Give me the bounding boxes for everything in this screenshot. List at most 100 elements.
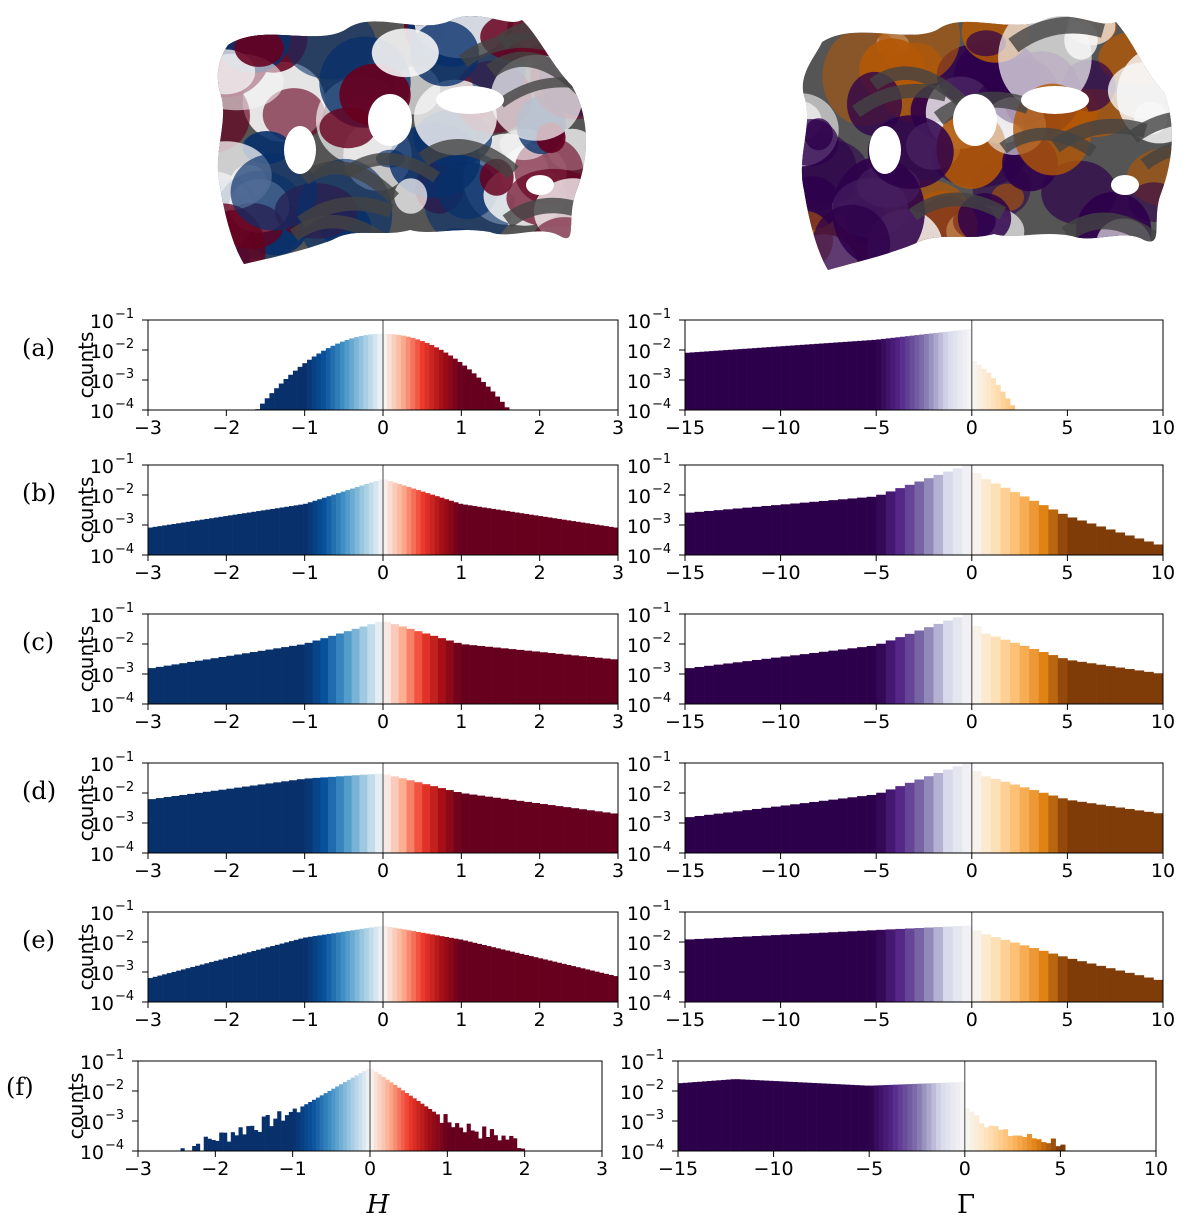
x-tick-label: 0 (377, 1009, 389, 1031)
histogram-bar (482, 1126, 487, 1151)
histogram-bar (732, 811, 743, 853)
histogram-bar (1029, 790, 1040, 853)
histogram-bar (995, 384, 1001, 410)
histogram-bar (538, 958, 544, 1002)
y-tick-label: 10 (627, 635, 651, 657)
y-tick-label: 10 (90, 605, 114, 627)
histogram-bar (1115, 970, 1126, 1002)
x-tick-label: 0 (377, 860, 389, 882)
histogram-bar (880, 338, 887, 410)
histogram-bar (398, 778, 407, 853)
histogram-bar (320, 638, 329, 704)
histogram-bar (210, 658, 219, 704)
histogram-bar (575, 521, 581, 555)
histogram-bar (988, 1125, 994, 1151)
histogram-bar (377, 1074, 382, 1151)
histogram-bar (524, 801, 533, 853)
histogram-bar (914, 630, 925, 704)
histogram-bar (771, 657, 781, 704)
histogram-bar (742, 507, 753, 555)
histogram-bar (811, 1082, 817, 1151)
histogram-bar (350, 488, 356, 555)
histogram-bar (304, 1104, 309, 1151)
histogram-bar (552, 961, 558, 1002)
histogram-bar (943, 620, 953, 704)
histogram-bar (799, 344, 805, 410)
histogram-bar (952, 330, 958, 410)
histogram-bar (1038, 652, 1049, 704)
histogram-bar (519, 953, 525, 1002)
y-tick-exponent: −1 (652, 452, 671, 467)
histogram-bar (199, 519, 205, 555)
histogram-bar (331, 933, 337, 1002)
mean-curvature-surface-render (217, 16, 587, 264)
histogram-bar (304, 642, 313, 704)
histogram-bar (358, 1073, 363, 1151)
histogram-bar (818, 932, 829, 1002)
histogram-bar (610, 813, 619, 853)
histogram-bar (761, 807, 772, 853)
histogram-bar (967, 329, 973, 410)
histogram-bar (524, 954, 529, 1002)
histogram-bar (952, 766, 963, 853)
y-tick-exponent: −2 (652, 337, 671, 352)
histogram-bar (461, 793, 470, 853)
histogram-bar (1067, 958, 1078, 1002)
histogram-bar (751, 659, 762, 704)
histogram-bar (952, 617, 963, 704)
histogram-bar (945, 1082, 951, 1151)
histogram-bar (857, 647, 867, 704)
x-tick-label: 2 (534, 417, 546, 439)
histogram-bar (807, 1082, 813, 1151)
histogram-bar (1096, 526, 1106, 555)
y-tick-exponent: −3 (652, 512, 671, 527)
histogram-bar (325, 348, 331, 410)
histogram-bar (368, 927, 374, 1002)
x-tick-label: 0 (959, 1158, 971, 1180)
histogram-bar (242, 653, 251, 704)
histogram-bar (837, 798, 848, 853)
histogram-bar (148, 527, 153, 555)
histogram-bar (1057, 956, 1068, 1002)
histogram-bar (960, 1081, 966, 1151)
histogram-bar (1124, 808, 1135, 853)
histogram-bar (704, 665, 714, 704)
histogram-bar (828, 500, 839, 555)
histogram-bar (477, 645, 486, 704)
histogram-bar (580, 522, 586, 555)
histogram-bar (500, 510, 506, 555)
histogram-bar (1096, 804, 1106, 853)
histogram-bar (933, 927, 944, 1002)
histogram-bar (434, 935, 440, 1002)
x-tick-label: −2 (212, 1009, 240, 1031)
histogram-bar (950, 1082, 956, 1151)
histogram-bar (888, 1084, 894, 1151)
histogram-bar (196, 1143, 201, 1151)
y-tick-exponent: −1 (115, 452, 134, 467)
histogram-bar (578, 809, 587, 853)
histogram-bar (237, 513, 243, 555)
y-tick-label: 10 (627, 401, 651, 423)
histogram-bar (308, 1102, 313, 1151)
x-tick-label: −2 (212, 860, 240, 882)
histogram-bar (866, 496, 877, 555)
histogram-bar (343, 631, 352, 704)
histogram-bar (406, 487, 412, 555)
histogram-bar (1000, 391, 1006, 410)
histogram-bar (462, 1132, 467, 1151)
histogram-bar (837, 499, 848, 555)
histogram-bar (571, 808, 580, 853)
y-tick-label: 10 (90, 311, 114, 333)
histogram-bar (458, 503, 464, 555)
histogram-bar (401, 485, 407, 555)
x-tick-label: −2 (212, 711, 240, 733)
histogram-bar (406, 780, 415, 853)
y-tick-label: 10 (90, 963, 114, 985)
histogram-bar (740, 1079, 746, 1151)
histogram-bar (751, 348, 757, 410)
y-tick-exponent: −1 (105, 1048, 124, 1063)
histogram-bar (685, 352, 691, 410)
histogram-bar (493, 1135, 498, 1151)
histogram-bar (924, 627, 934, 704)
